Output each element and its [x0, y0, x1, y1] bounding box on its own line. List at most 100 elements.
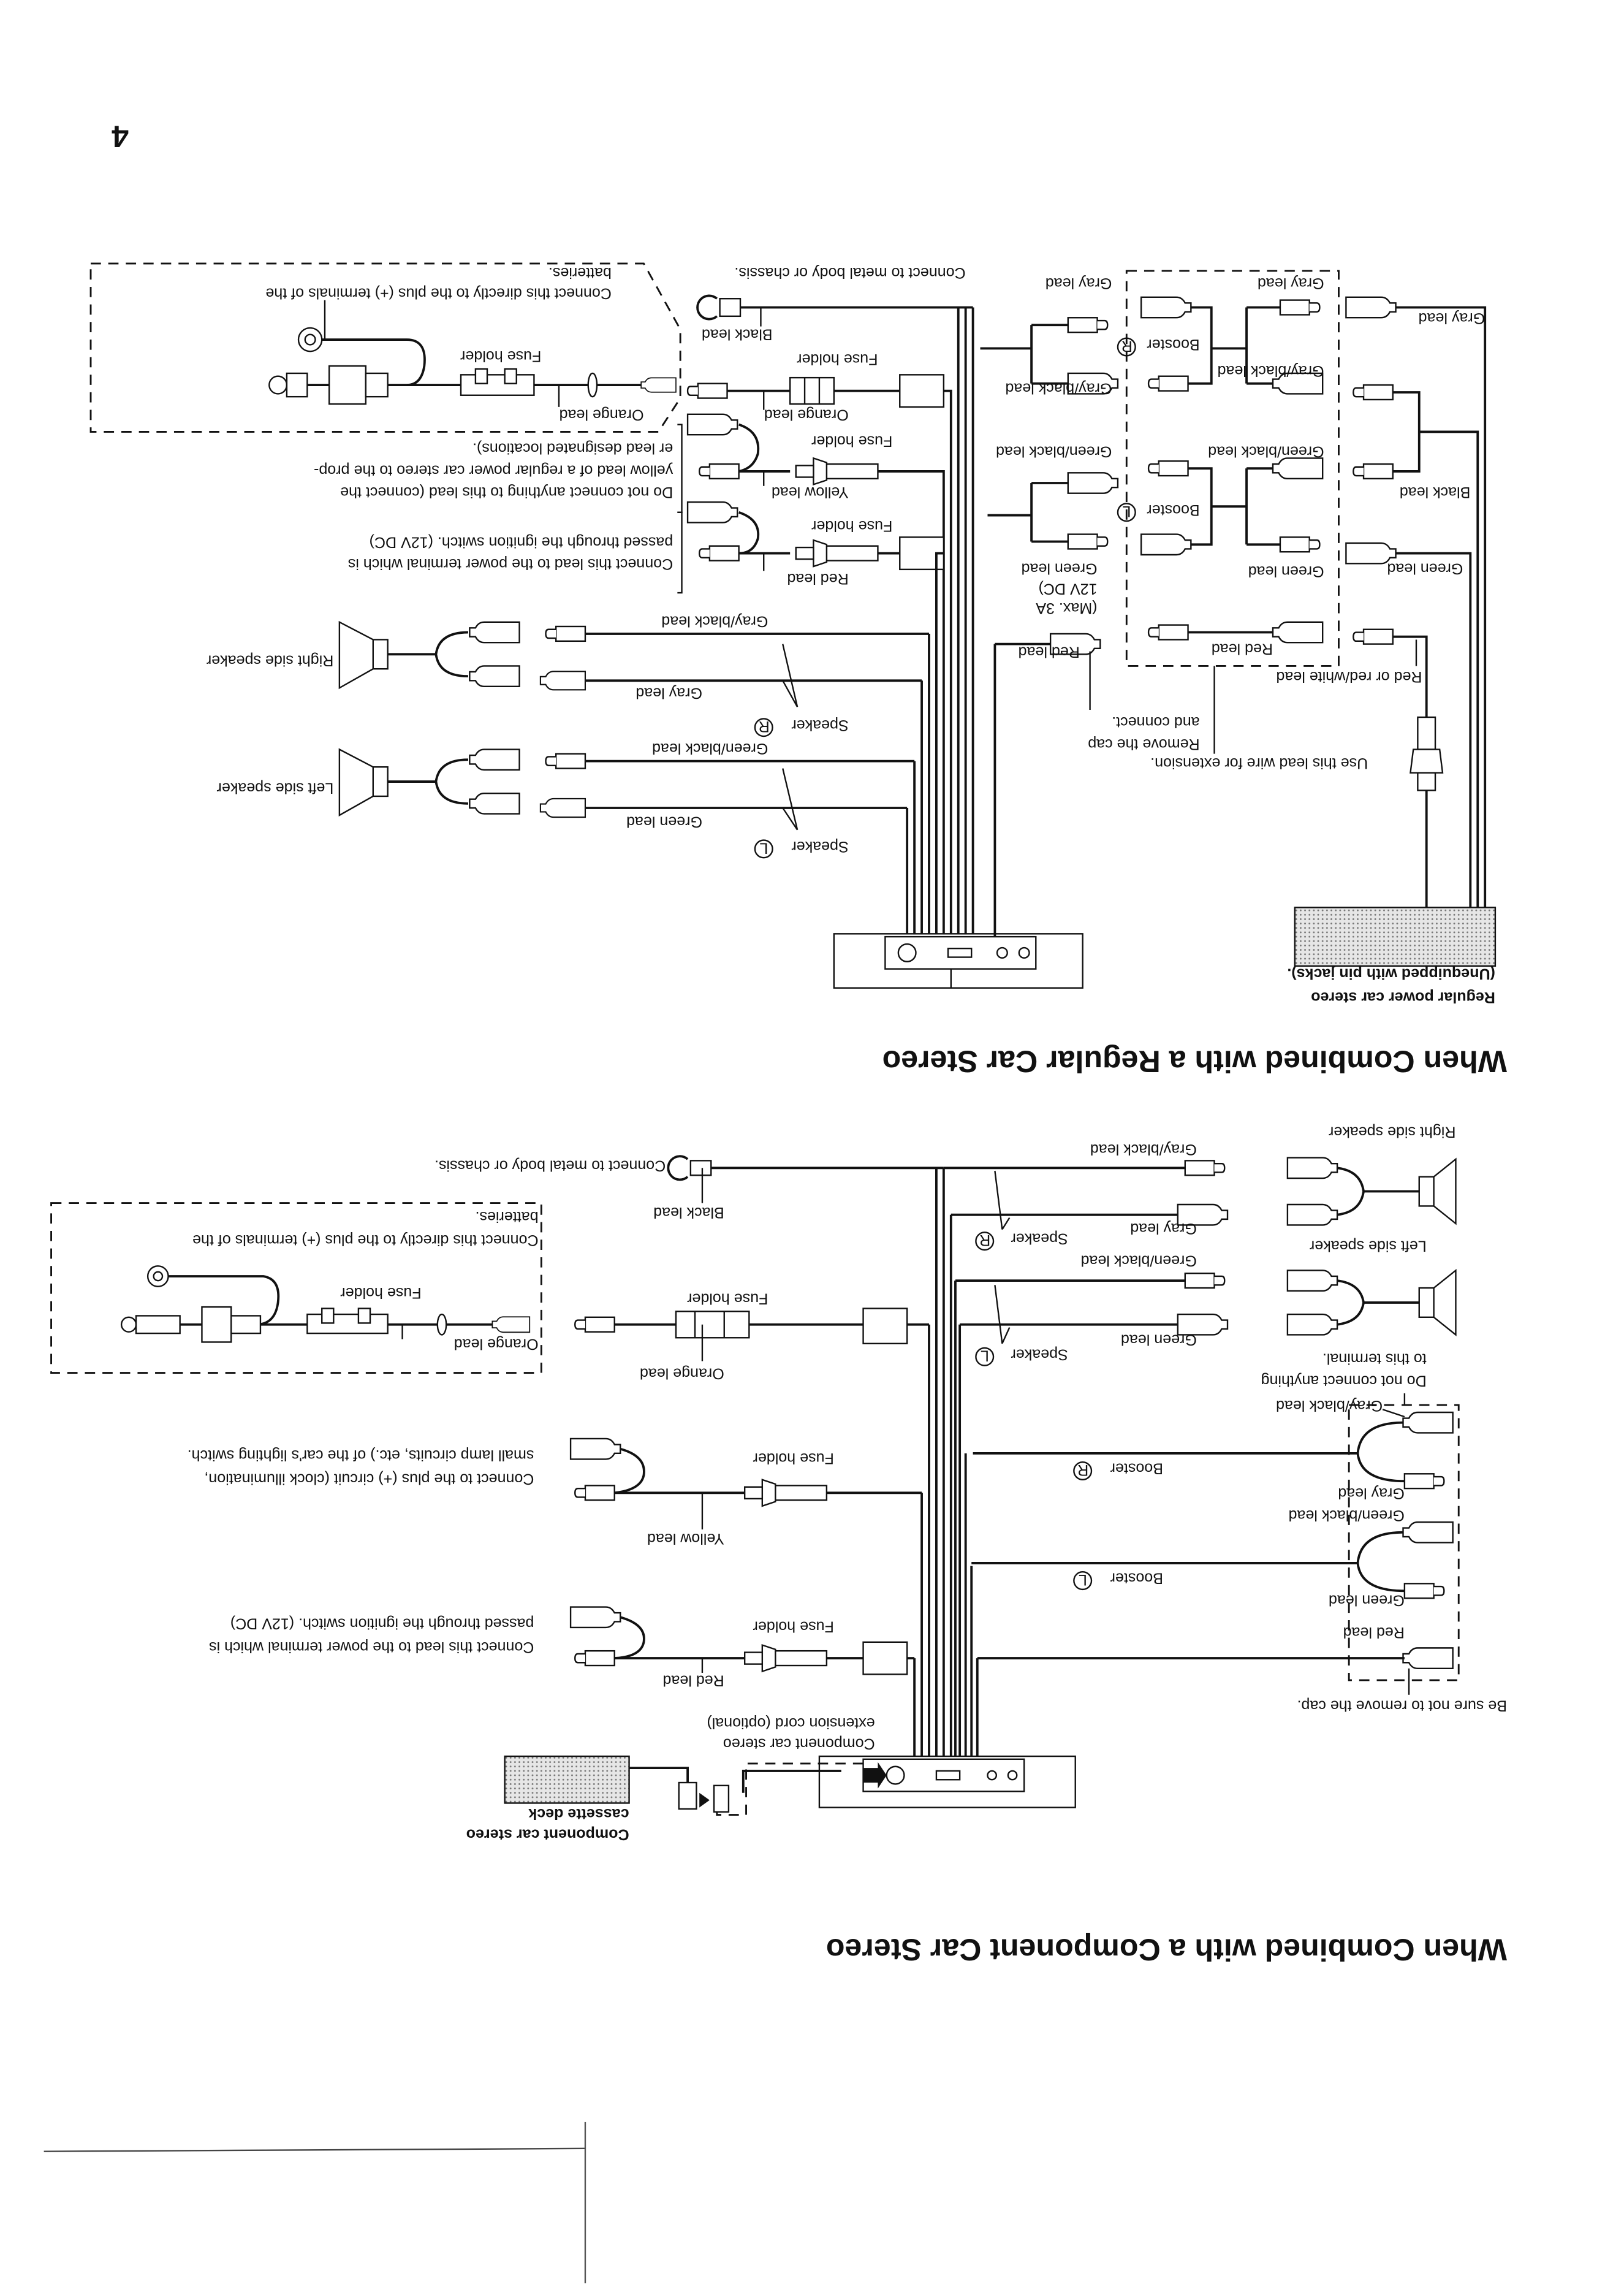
comp-fuse-holder-label-yellow: Fuse holder — [753, 1450, 834, 1467]
ground-note: Connect to metal body or chassis. — [734, 264, 965, 281]
left-speaker-icon — [338, 748, 389, 817]
extension-cord-line-2: extension cord (optional) — [707, 1715, 875, 1732]
comp-gray-lead-label: Gray lead — [1130, 1220, 1197, 1237]
page-number: 4 — [112, 119, 129, 153]
stereo-leads — [1345, 296, 1487, 908]
comp-speaker-l-label: Speaker — [1011, 1346, 1068, 1363]
comp-left-speaker-icon — [1418, 1268, 1457, 1336]
remove-cap-line-1: Remove the cap — [1088, 736, 1199, 753]
yellow-note-line-2: yellow lead of a regular power car stere… — [314, 462, 673, 479]
r-mark: R — [759, 718, 770, 735]
red-white-lead-label: Red or red/white lead — [1276, 668, 1422, 685]
stereo-black-lead-label: Black lead — [1400, 484, 1471, 501]
comp-green-lead-label: Green lead — [1121, 1331, 1197, 1348]
ext-gray-lead-label: Gray lead — [1258, 275, 1324, 292]
extension-cord-line-1: Component car stereo — [723, 1735, 875, 1752]
green-black-lead-label: Green/black lead — [652, 740, 768, 757]
component-stereo-diagram: Gray/black lead Gray lead Right side spe… — [50, 1123, 1507, 1966]
comp-speaker-r-label: Speaker — [1011, 1230, 1068, 1247]
remove-cap-line-2: and connect. — [1112, 714, 1199, 731]
extension-note: Use this lead wire for extension. — [1150, 755, 1368, 772]
comp-l-mark: L — [981, 1347, 989, 1365]
component-section-title: When Combined with a Component Car Stere… — [826, 1932, 1507, 1966]
battery-note-line-1: Connect this directly to the plus (+) te… — [265, 284, 612, 302]
ext-red-lead-label: Red lead — [1212, 641, 1273, 658]
no-connect-line-2: to this terminal. — [1322, 1350, 1427, 1368]
black-lead-label: Black lead — [702, 326, 773, 343]
stereo-gray-lead-label: Gray lead — [1419, 310, 1486, 327]
comp-booster-r-label: Booster — [1110, 1460, 1163, 1477]
fuse-holder-icon — [460, 368, 535, 396]
red-lead-label-booster: Red lead — [1019, 643, 1080, 660]
comp-green-lead-booster: Green lead — [1329, 1591, 1405, 1609]
gray-lead-label: Gray lead — [636, 684, 702, 701]
comp-red-note-line-2: passed through the ignition switch. (12V… — [230, 1615, 534, 1632]
comp-green-black-lead-booster: Green/black lead — [1289, 1507, 1405, 1524]
extension-leads — [1140, 296, 1324, 644]
comp-red-lead-booster: Red lead — [1343, 1624, 1405, 1641]
left-speaker-plugs — [387, 748, 520, 815]
red-lead-label: Red lead — [787, 570, 848, 587]
comp-left-speaker-label: Left side speaker — [1310, 1238, 1427, 1255]
comp-right-speaker-label: Right side speaker — [1329, 1123, 1455, 1140]
comp-ground-note: Connect to metal body or chassis. — [434, 1157, 666, 1174]
extension-cord-dashed — [716, 1762, 863, 1816]
stereo-green-lead-label: Green lead — [1387, 560, 1463, 577]
orange-lead-label-2: Orange lead — [764, 406, 849, 424]
yellow-lead-label: Yellow lead — [772, 484, 849, 501]
wire-trunk-component — [913, 1168, 979, 1757]
comp-fuse-holder-label-red: Fuse holder — [753, 1618, 834, 1635]
gray-lead-label-booster: Gray lead — [1045, 275, 1112, 292]
comp-red-lead-label: Red lead — [662, 1672, 724, 1689]
comp-battery-note-line-1: Connect this directly to the plus (+) te… — [192, 1232, 539, 1249]
red-note-line-1: Connect this lead to the power terminal … — [348, 555, 673, 573]
comp-fuse-holder-icon — [306, 1308, 389, 1334]
comp-battery-callout-box — [50, 1202, 542, 1374]
red-note-line-2: passed through the ignition switch. (12V… — [370, 533, 674, 550]
comp-ground-terminal-icon — [667, 1155, 689, 1181]
green-lead-label: Green lead — [626, 813, 702, 830]
ext-green-lead-label: Green lead — [1248, 563, 1324, 580]
comp-orange-lead-label-battery: Orange lead — [454, 1336, 539, 1353]
stereo-label-line-2: (Unequipped with pin jacks). — [1287, 965, 1495, 983]
speaker-l-label: Speaker — [791, 838, 848, 855]
ground-terminal-icon — [696, 294, 718, 321]
comp-fuse-box-icon — [675, 1311, 750, 1339]
comp-black-lead-label: Black lead — [653, 1204, 724, 1221]
gray-black-lead-label-booster: Gray/black lead — [1005, 380, 1112, 397]
comp-yellow-lead-label: Yellow lead — [647, 1530, 724, 1547]
right-speaker-icon — [338, 620, 389, 690]
ext-green-black-lead-label: Green/black lead — [1208, 443, 1324, 460]
comp-yellow-note-line-1: Connect to the plus (+) circuit (clock i… — [204, 1470, 534, 1487]
fuse-holder-label-red: Fuse holder — [811, 517, 892, 535]
no-connect-line-1: Do not connect anything — [1261, 1372, 1427, 1389]
comp-booster-l-label: Booster — [1110, 1570, 1163, 1587]
comp-green-black-lead-label: Green/black lead — [1081, 1252, 1197, 1270]
speaker-r-label: Speaker — [791, 717, 848, 734]
comp-yellow-note-line-2: small lamp circuits, etc.) of the car's … — [188, 1447, 534, 1464]
comp-gray-black-lead-label: Gray/black lead — [1090, 1141, 1197, 1158]
max-note-line-1: (Max. 3A — [1036, 600, 1098, 617]
comp-left-speaker-plugs — [1286, 1270, 1419, 1336]
max-note-line-2: 12V DC) — [1038, 581, 1097, 598]
gray-black-lead-label: Gray/black lead — [661, 612, 768, 630]
comp-right-speaker-icon — [1418, 1157, 1457, 1225]
booster-r-mark: R — [1121, 337, 1133, 354]
right-speaker-plugs — [387, 621, 520, 688]
scan-edge-line — [44, 2147, 585, 2152]
comp-fuse-holder-label-orange: Fuse holder — [687, 1290, 768, 1308]
yellow-note-line-3: er lead designated locations). — [472, 440, 673, 457]
battery-callout-box — [89, 262, 681, 433]
comp-red-note-line-1: Connect this lead to the power terminal … — [209, 1639, 534, 1656]
fuse-holder-label-orange: Fuse holder — [797, 351, 878, 368]
comp-fuse-holder-label-battery: Fuse holder — [340, 1284, 421, 1301]
comp-battery-note-line-2: batteries. — [476, 1208, 539, 1225]
yellow-note-line-1: Do not connect anything to this lead (co… — [340, 484, 673, 501]
deck-label-line-1: Component car stereo — [466, 1826, 629, 1843]
battery-note-line-2: batteries. — [548, 264, 612, 281]
comp-orange-lead-label: Orange lead — [640, 1365, 724, 1382]
fuse-holder-label: Fuse holder — [460, 348, 541, 365]
l-mark: L — [759, 839, 768, 856]
booster-l-label: Booster — [1147, 501, 1199, 519]
